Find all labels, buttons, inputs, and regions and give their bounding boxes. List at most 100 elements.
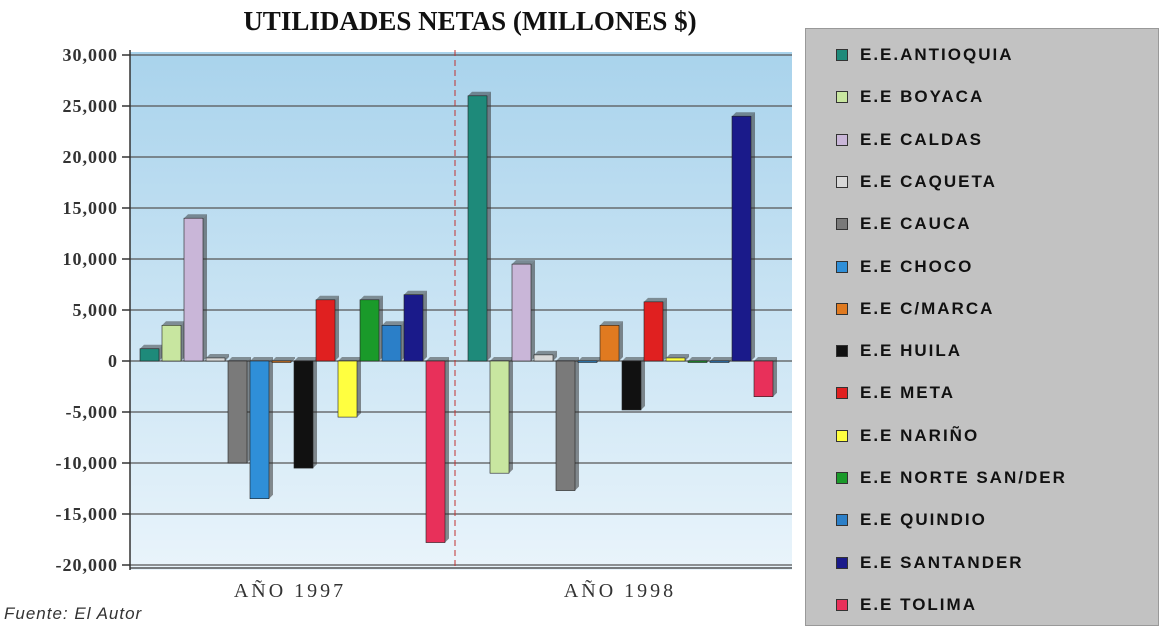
bar-face	[665, 357, 686, 362]
y-tick-label: 10,000	[63, 249, 119, 269]
bar-top	[688, 357, 711, 361]
bar	[533, 350, 557, 362]
legend-label: E.E BOYACA	[860, 87, 985, 107]
bar-side	[531, 260, 535, 361]
plot-area	[130, 52, 792, 570]
y-tick-label: 30,000	[63, 45, 119, 65]
bar-side	[575, 357, 579, 491]
bar	[599, 321, 623, 362]
legend: E.E.ANTIOQUIA E.E BOYACA E.E CALDAS E.E CAQ…	[805, 28, 1159, 626]
bar	[161, 321, 185, 362]
bar-side	[445, 357, 449, 543]
bar	[709, 357, 733, 363]
source-note: Fuente: El Autor	[4, 604, 143, 623]
bar	[227, 357, 251, 464]
legend-item: E.E NORTE SAN/DER	[836, 466, 1067, 490]
bar-top	[754, 357, 777, 361]
bar	[687, 357, 711, 363]
bar-face	[511, 263, 532, 362]
bar	[577, 357, 601, 363]
legend-swatch	[836, 556, 848, 569]
bar	[359, 295, 383, 362]
legend-label: E.E META	[860, 383, 956, 403]
legend-item: E.E TOLIMA	[836, 593, 977, 617]
bar-top	[316, 295, 339, 300]
bar-face	[205, 357, 226, 362]
y-tick-label: 5,000	[73, 300, 119, 320]
bar	[753, 357, 777, 398]
bar-face	[183, 217, 204, 362]
legend-label: E.E QUINDIO	[860, 510, 987, 530]
bar-side	[773, 357, 777, 397]
bar-side	[335, 295, 339, 361]
bar-face	[753, 360, 774, 398]
legend-swatch	[836, 387, 848, 400]
legend-item: E.E QUINDIO	[836, 508, 987, 532]
bar-top	[162, 321, 185, 326]
legend-label: E.E NORTE SAN/DER	[860, 468, 1067, 487]
legend-swatch	[836, 302, 848, 315]
bar-top	[490, 357, 513, 361]
legend-swatch	[836, 175, 848, 188]
bar-top	[140, 344, 163, 349]
bar	[555, 357, 579, 491]
bar	[249, 357, 273, 499]
legend-swatch	[836, 91, 848, 104]
bar-top	[710, 357, 733, 361]
bar	[139, 344, 163, 362]
bar-side	[291, 357, 295, 363]
bar-face	[139, 348, 160, 362]
bar-top	[732, 112, 755, 117]
bar-face	[161, 324, 182, 362]
bar-face	[337, 360, 358, 418]
bar-side	[663, 297, 667, 361]
bar-side	[203, 214, 207, 361]
bar-top	[360, 295, 383, 300]
legend-swatch	[836, 218, 848, 231]
bar-top	[512, 260, 535, 265]
bar-top	[666, 353, 689, 358]
y-tick-label: 25,000	[63, 96, 119, 116]
bar-side	[685, 353, 689, 361]
bar-side	[619, 321, 623, 361]
legend-item: E.E C/MARCA	[836, 297, 994, 321]
bar-top	[250, 357, 273, 361]
bar-face	[599, 324, 620, 362]
bar-top	[644, 297, 667, 302]
bar-side	[553, 350, 557, 361]
legend-swatch	[836, 49, 848, 61]
bar	[183, 214, 207, 362]
legend-label: E.E HUILA	[860, 341, 963, 361]
legend-item: E.E SANTANDER	[836, 551, 1024, 575]
bar-top	[622, 357, 645, 361]
bar	[643, 297, 667, 362]
bar-face	[403, 294, 424, 362]
bar-chart: 30,000 25,000 20,000 15,000 10,000 5,000 0 -5,0…	[56, 45, 792, 602]
legend-item: E.E NARIÑO	[836, 424, 979, 448]
bar-top	[404, 290, 427, 295]
bar	[381, 321, 405, 362]
bar-face	[425, 360, 446, 543]
bar	[293, 357, 317, 469]
bar	[511, 260, 535, 362]
bar-face	[489, 360, 510, 474]
bar-side	[423, 290, 427, 361]
bar-top	[338, 357, 361, 361]
bar-top	[294, 357, 317, 361]
bar-top	[228, 357, 251, 361]
legend-swatch	[836, 133, 848, 146]
bar-top	[600, 321, 623, 326]
x-tick-label: AÑO 1998	[564, 578, 676, 602]
bar-side	[509, 357, 513, 474]
bar-face	[315, 299, 336, 362]
legend-item: E.E CALDAS	[836, 128, 983, 152]
bar-top	[272, 357, 295, 361]
bar	[315, 295, 339, 362]
y-tick-label: 20,000	[63, 147, 119, 167]
bar-top	[206, 353, 229, 358]
bar-side	[641, 357, 645, 410]
legend-label: E.E NARIÑO	[860, 425, 980, 445]
legend-label: E.E.ANTIOQUIA	[860, 45, 1014, 64]
legend-item: E.E BOYACA	[836, 85, 984, 109]
bar-face	[555, 360, 576, 491]
